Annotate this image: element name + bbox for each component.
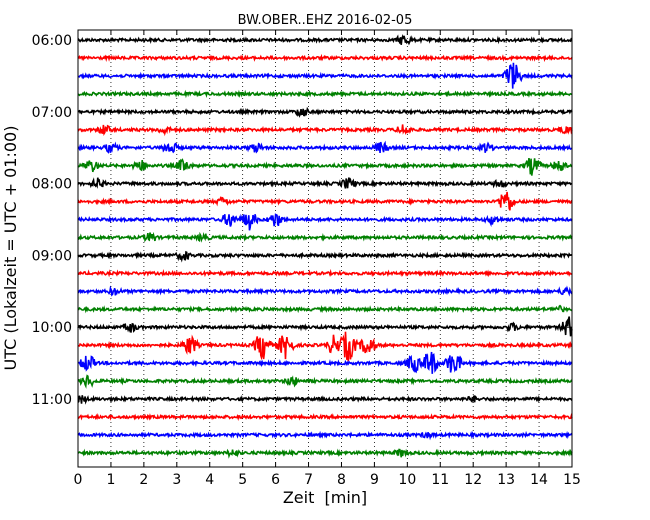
seismic-trace (77, 413, 573, 421)
x-tick-label: 8 (337, 472, 346, 488)
y-tick-label: 08:00 (32, 177, 72, 193)
seismic-trace (77, 331, 573, 362)
grid-lines (110, 30, 540, 467)
seismic-trace (77, 124, 573, 137)
y-tick-label: 09:00 (32, 248, 72, 264)
x-tick-label: 6 (271, 472, 280, 488)
seismic-traces (77, 33, 573, 459)
seismic-trace (77, 250, 573, 263)
y-axis-label: UTC (Lokalzeit = UTC + 01:00) (1, 126, 20, 371)
x-axis-label: Zeit [min] (283, 488, 367, 507)
seismic-trace (77, 213, 573, 231)
seismic-trace (77, 157, 573, 176)
seismic-trace (77, 33, 573, 46)
x-tick-label: 5 (238, 472, 247, 488)
seismic-trace (77, 106, 573, 118)
seismic-trace (77, 62, 573, 89)
chart-title: BW.OBER..EHZ 2016-02-05 (238, 13, 413, 28)
seismic-trace (77, 191, 573, 211)
x-tick-labels: 0 1 2 3 4 5 6 7 8 9 10 11 12 13 14 15 (74, 472, 581, 488)
x-tick-label: 11 (431, 472, 449, 488)
x-tick-label: 9 (370, 472, 379, 488)
x-tick-label: 10 (398, 472, 416, 488)
seismic-trace (77, 448, 573, 459)
x-tick-label: 1 (106, 472, 115, 488)
x-tick-label: 12 (464, 472, 482, 488)
x-tick-label: 4 (205, 472, 214, 488)
x-tick-label: 2 (139, 472, 148, 488)
seismic-trace (77, 351, 573, 374)
x-tick-label: 3 (172, 472, 181, 488)
seismic-trace (77, 53, 573, 63)
y-tick-label: 11:00 (32, 392, 72, 408)
y-tick-label: 06:00 (32, 33, 72, 49)
x-tick-label: 14 (530, 472, 548, 488)
seismic-trace (77, 430, 573, 441)
seismic-trace (77, 268, 573, 278)
seismic-trace (77, 394, 573, 405)
plot-frame (77, 29, 573, 468)
y-tick-label: 07:00 (32, 105, 72, 121)
seismic-trace (77, 304, 573, 314)
axis-ticks (77, 30, 573, 467)
seismic-trace (77, 89, 573, 99)
seismic-trace (77, 177, 573, 189)
x-tick-label: 13 (497, 472, 515, 488)
x-tick-label: 0 (74, 472, 83, 488)
seismic-trace (77, 140, 573, 154)
y-tick-label: 10:00 (32, 320, 72, 336)
x-tick-label: 7 (304, 472, 313, 488)
seismic-trace (77, 374, 573, 389)
seismic-trace (77, 231, 573, 243)
seismic-trace (77, 285, 573, 297)
seismic-trace (77, 316, 573, 337)
x-tick-label: 15 (563, 472, 581, 488)
y-tick-labels: 06:00 07:00 08:00 09:00 10:00 11:00 (32, 33, 72, 408)
